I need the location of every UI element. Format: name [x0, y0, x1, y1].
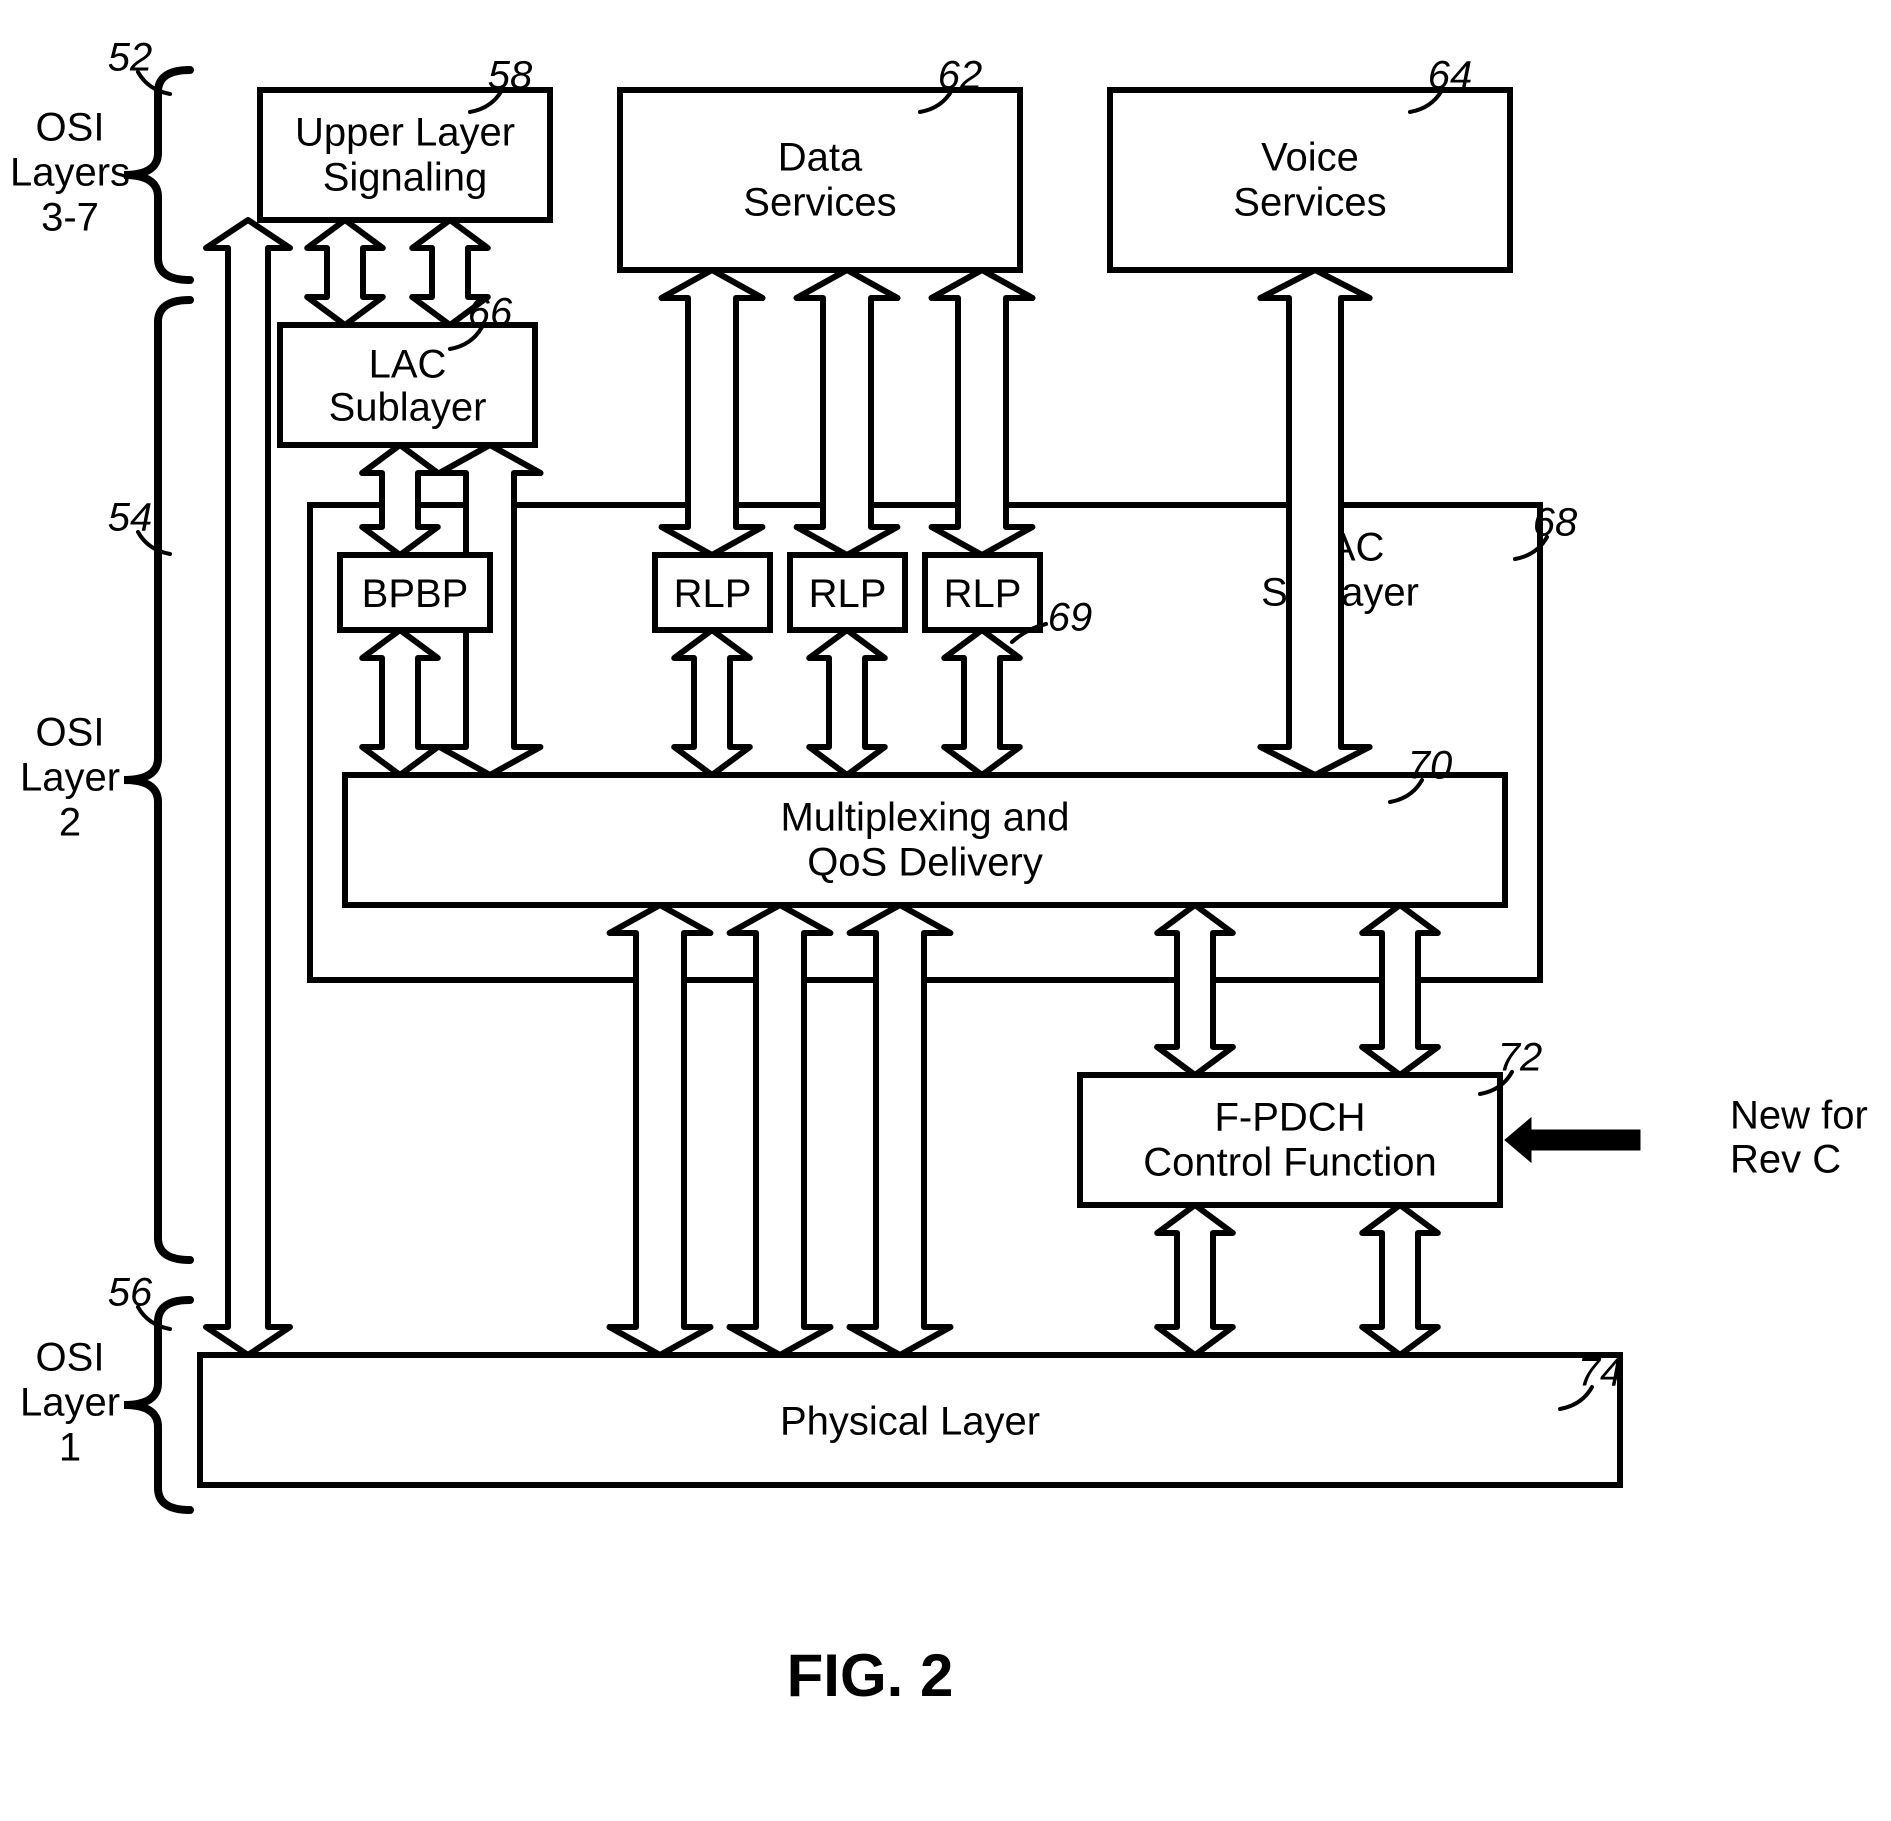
arrow-lac-to-bpbp	[362, 445, 438, 555]
figure-caption: FIG. 2	[787, 1642, 954, 1709]
ref-68: 68	[1533, 501, 1578, 545]
brace-osi-2	[124, 300, 190, 1260]
ref-66: 66	[468, 291, 513, 335]
fpdch-line2: Control Function	[1143, 1141, 1436, 1185]
rlp2-label: RLP	[809, 572, 887, 616]
upper-layer-line2: Signaling	[323, 156, 488, 200]
ref-69: 69	[1048, 596, 1093, 640]
ref-62: 62	[938, 54, 983, 98]
brace-osi-37	[124, 70, 190, 280]
physical-label: Physical Layer	[780, 1400, 1040, 1444]
arrow-fpdch-to-phys-r	[1362, 1205, 1438, 1355]
rlp3-label: RLP	[944, 572, 1022, 616]
osi37-l1: OSI	[36, 106, 105, 150]
brace-osi-1	[124, 1300, 190, 1510]
arrow-uls-to-lac-left	[307, 220, 383, 325]
arrow-mux-to-fpdch-r	[1362, 905, 1438, 1075]
osi2-l1: OSI	[36, 711, 105, 755]
note-line1: New for	[1730, 1094, 1868, 1138]
lac-line2: Sublayer	[329, 386, 487, 430]
ref-54: 54	[108, 496, 153, 540]
note-line2: Rev C	[1730, 1138, 1841, 1182]
osi1-l1: OSI	[36, 1336, 105, 1380]
ref-70: 70	[1408, 744, 1453, 788]
ref-56: 56	[108, 1271, 153, 1315]
ref-58: 58	[488, 54, 533, 98]
ref-52: 52	[108, 36, 153, 80]
data-services-line2: Services	[743, 181, 896, 225]
ref-74: 74	[1578, 1351, 1623, 1395]
bpbp-label: BPBP	[362, 572, 469, 616]
rlp1-label: RLP	[674, 572, 752, 616]
mux-line2: QoS Delivery	[807, 841, 1043, 885]
osi2-l2: Layer	[20, 756, 120, 800]
osi37-l3: 3-7	[41, 196, 99, 240]
lac-line1: LAC	[369, 343, 447, 387]
ref-72: 72	[1498, 1036, 1543, 1080]
ref-64: 64	[1428, 54, 1473, 98]
voice-services-line1: Voice	[1261, 136, 1359, 180]
arrow-mux-to-fpdch-l	[1157, 905, 1233, 1075]
data-services-line1: Data	[778, 136, 863, 180]
upper-layer-line1: Upper Layer	[295, 111, 515, 155]
voice-services-line2: Services	[1233, 181, 1386, 225]
mux-line1: Multiplexing and	[780, 796, 1069, 840]
osi2-l3: 2	[59, 801, 81, 845]
arrow-fpdch-to-phys-l	[1157, 1205, 1233, 1355]
fpdch-line1: F-PDCH	[1214, 1096, 1365, 1140]
osi1-l3: 1	[59, 1426, 81, 1470]
note-arrow-icon	[1505, 1118, 1640, 1162]
osi1-l2: Layer	[20, 1381, 120, 1425]
osi37-l2: Layers	[10, 151, 130, 195]
